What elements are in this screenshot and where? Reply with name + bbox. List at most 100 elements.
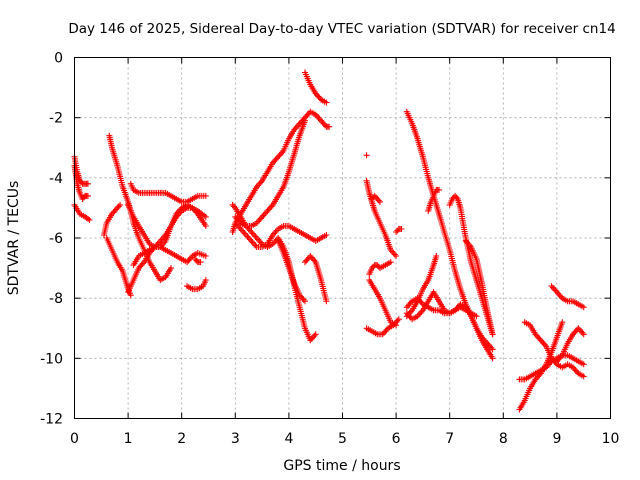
- data-point: [252, 242, 259, 249]
- data-point: [192, 256, 199, 263]
- data-series: [101, 201, 124, 238]
- data-point: [202, 213, 209, 220]
- data-point: [259, 213, 266, 220]
- data-point: [168, 265, 174, 272]
- data-point: [84, 180, 91, 187]
- data-point: [312, 331, 319, 338]
- data-point: [85, 215, 92, 222]
- data-point: [540, 340, 547, 347]
- data-point: [248, 238, 255, 244]
- data-point: [245, 235, 252, 241]
- data-point: [549, 284, 556, 291]
- data-point: [580, 331, 587, 338]
- data-series: [366, 259, 394, 278]
- data-series: [71, 201, 93, 223]
- data-point: [197, 259, 204, 266]
- x-tick-label: 8: [499, 431, 508, 447]
- data-point: [248, 229, 255, 235]
- data-point: [202, 192, 209, 199]
- data-point: [579, 329, 586, 336]
- data-point: [315, 93, 322, 100]
- grid: [74, 57, 611, 419]
- data-point: [261, 210, 268, 217]
- data-point: [395, 316, 402, 323]
- data-series: [103, 235, 134, 299]
- plot-frame: [74, 57, 611, 419]
- data-point: [403, 310, 410, 317]
- data-point: [580, 373, 587, 380]
- data-point: [202, 223, 209, 229]
- data-point: [255, 236, 262, 243]
- data-point: [263, 209, 270, 216]
- data-point: [299, 295, 306, 302]
- data-series: [403, 295, 480, 320]
- x-tick-label: 1: [124, 431, 133, 447]
- data-series: [369, 192, 383, 205]
- data-point: [381, 329, 387, 336]
- x-tick-labels: 0 1 2 3 4 5 6 7 8 9 10: [70, 431, 619, 447]
- y-tick-label: -8: [49, 291, 63, 307]
- data-point: [127, 292, 134, 299]
- data-point: [387, 259, 394, 266]
- data-series: [548, 325, 587, 365]
- data-point: [436, 186, 442, 193]
- y-tick-label: 0: [54, 51, 63, 67]
- x-tick-label: 0: [70, 431, 79, 447]
- x-tick-label: 7: [445, 431, 454, 447]
- data-point: [580, 361, 587, 368]
- data-point: [433, 253, 440, 259]
- data-point: [323, 298, 330, 305]
- data-point: [275, 153, 282, 160]
- data-point: [276, 152, 283, 159]
- data-series: [192, 256, 204, 266]
- data-point: [316, 116, 323, 123]
- data-point: [272, 156, 279, 163]
- data-point: [537, 337, 544, 344]
- y-axis-label: SDTVAR / TECUs: [6, 181, 22, 296]
- data-series: [302, 253, 330, 305]
- data-series: [125, 201, 209, 250]
- data-point: [303, 113, 310, 120]
- data-point: [489, 331, 496, 338]
- data-point: [302, 298, 308, 305]
- data-point: [326, 123, 333, 130]
- data-point: [551, 286, 558, 293]
- x-axis-label: GPS time / hours: [283, 458, 400, 474]
- data-point: [202, 253, 209, 259]
- data-series: [302, 69, 330, 106]
- data-point: [245, 226, 252, 232]
- data-point: [302, 259, 308, 266]
- data-point: [391, 251, 398, 258]
- x-tick-label: 6: [392, 431, 401, 447]
- data-series: [548, 283, 587, 311]
- data-point: [239, 227, 245, 234]
- data-series: [127, 180, 209, 205]
- data-point: [185, 257, 192, 264]
- data-series: [363, 316, 402, 338]
- data-point: [302, 117, 308, 124]
- data-series: [229, 108, 333, 235]
- data-point: [548, 283, 555, 290]
- data-series: [184, 277, 209, 293]
- data-point: [202, 277, 209, 284]
- data-point: [576, 326, 583, 333]
- data-point: [323, 232, 330, 238]
- data-point: [315, 114, 322, 121]
- data-point: [578, 328, 584, 335]
- data-point: [473, 313, 480, 320]
- data-point: [382, 328, 389, 335]
- data-point: [580, 304, 587, 311]
- data-series: [363, 177, 400, 259]
- data-point: [398, 226, 405, 232]
- x-tick-label: 3: [231, 431, 240, 447]
- data-point: [115, 203, 122, 210]
- data-point: [375, 197, 382, 204]
- data-point: [86, 217, 93, 223]
- x-tick-label: 4: [284, 431, 293, 447]
- data-point: [390, 250, 397, 256]
- data-point: [310, 334, 316, 341]
- data-point: [403, 304, 410, 311]
- data-series: [462, 238, 496, 338]
- data-point: [229, 201, 236, 208]
